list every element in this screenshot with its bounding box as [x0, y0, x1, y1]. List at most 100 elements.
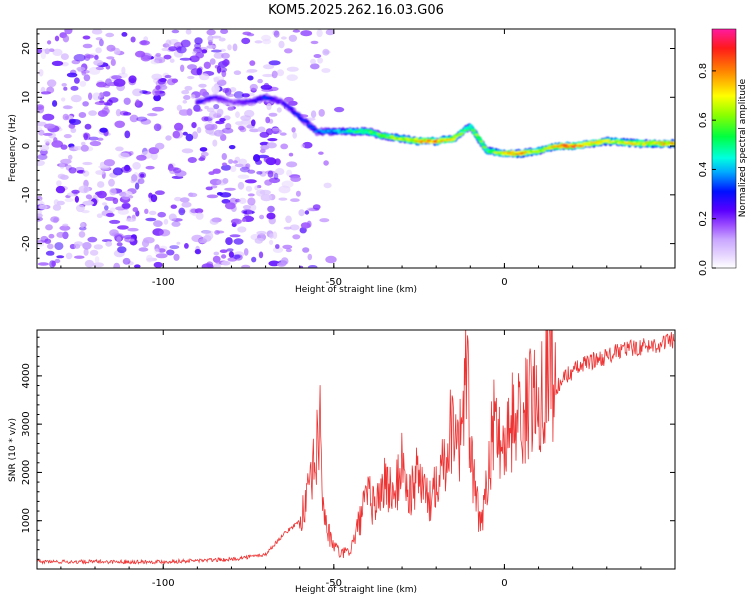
spectrogram-ridge-cell: [468, 127, 473, 129]
spectrogram-noise-cell: [190, 94, 196, 99]
spectrogram-noise-cell: [38, 204, 48, 210]
spectrogram-noise-cell: [300, 30, 313, 37]
spectrogram-noise-cell: [99, 127, 108, 133]
spectrogram-noise-cell: [37, 154, 48, 160]
spectrogram-noise-cell: [153, 220, 163, 228]
y-tick-label: 1000: [21, 508, 32, 533]
spectrogram-noise-cell: [222, 178, 229, 184]
spectrogram-noise-cell: [82, 170, 90, 177]
spectrogram-noise-cell: [158, 229, 171, 237]
spectrogram-noise-cell: [251, 256, 257, 263]
snr-x-ticks: -100 -50 0: [60, 330, 676, 589]
spectrogram-noise-cell: [105, 32, 115, 38]
spectrogram-noise-cell: [270, 128, 282, 134]
spectrogram-noise-cell: [117, 225, 129, 230]
spectrogram-noise-cell: [60, 158, 72, 165]
spectrogram-noise-cell: [199, 73, 210, 81]
spectrogram-noise-cell: [323, 160, 329, 166]
spectrogram-noise-cell: [180, 39, 191, 48]
spectrogram-noise-cell: [300, 222, 311, 229]
spectrogram-noise-cell: [122, 257, 131, 265]
spectrogram-noise-cell: [95, 47, 102, 54]
spectrogram-noise-cell: [194, 248, 202, 255]
spectrogram-noise-cell: [268, 112, 278, 117]
spectrogram-noise-cell: [136, 116, 148, 122]
spectrogram-noise-cell: [207, 35, 214, 43]
spectrogram-noise-cell: [76, 66, 86, 72]
spectrogram-noise-cell: [169, 245, 180, 250]
spectrogram-noise-cell: [206, 29, 216, 36]
spectrogram-noise-cell: [241, 37, 251, 45]
spectrogram-noise-cell: [241, 218, 247, 223]
spectrogram-noise-cell: [37, 104, 45, 110]
spectrogram-noise-cell: [47, 79, 57, 88]
spectrogram-ridge-cell: [364, 131, 370, 134]
spectrogram-noise-cell: [263, 64, 275, 70]
spectrogram-noise-cell: [172, 130, 181, 139]
spectrogram-noise-cell: [155, 253, 168, 259]
x-tick-label: -100: [152, 277, 175, 288]
spectrogram-noise-cell: [39, 144, 50, 151]
spectrogram-noise-cell: [179, 57, 192, 61]
spectrogram-noise-cell: [195, 52, 204, 59]
spectrogram-ridge-cell: [459, 133, 464, 136]
spectrogram-noise-cell: [238, 158, 247, 165]
spectrogram-noise-cell: [85, 54, 95, 59]
spectrogram-noise-cell: [44, 238, 52, 244]
spectrogram-noise-cell: [60, 144, 68, 150]
spectrogram-noise-cell: [225, 123, 232, 130]
spectrogram-ridge-cell: [282, 102, 287, 105]
spectrogram-noise-cell: [288, 34, 298, 42]
spectrogram-noise-cell: [272, 231, 278, 239]
spectrogram-ridge-cell: [558, 146, 563, 149]
spectrogram-noise-cell: [247, 169, 256, 174]
spectrogram-noise-cell: [310, 58, 316, 65]
spectrogram-ridge-cell: [256, 97, 261, 99]
spectrogram-ridge-cell: [586, 142, 592, 144]
spectrogram-ridge-cell: [583, 142, 588, 145]
spectrogram-ridge-cell: [294, 112, 299, 114]
spectrogram-noise-cell: [228, 145, 236, 150]
spectrogram-noise-cell: [245, 185, 253, 192]
spectrogram-noise-cell: [216, 179, 228, 186]
spectrogram-noise-cell: [219, 117, 226, 122]
spectrogram-noise-cell: [92, 92, 101, 101]
spectrogram-noise-cell: [164, 74, 172, 79]
spectrogram-noise-cell: [229, 234, 241, 238]
spectrogram-noise-cell: [207, 118, 213, 123]
spectrogram-noise-cell: [213, 251, 220, 256]
spectrogram-noise-cell: [105, 241, 113, 247]
spectrogram-noise-cell: [118, 152, 130, 159]
spectrogram-noise-cell: [312, 204, 321, 210]
spectrogram-noise-cell: [275, 168, 285, 176]
spectrogram-noise-cell: [307, 253, 313, 261]
spectrogram-noise-cell: [276, 262, 287, 267]
spectrogram-panel: -100 -50 0 20 10 0 -10 -20 Height of straight …: [8, 28, 676, 295]
spectrogram-noise-cell: [266, 103, 272, 111]
snr-series-line: [37, 330, 675, 565]
spectrogram-noise-cell: [260, 84, 273, 90]
spectrogram-noise-cell: [135, 50, 146, 58]
spectrogram-ridge-cell: [672, 141, 675, 143]
spectrogram-noise-cell: [137, 178, 145, 185]
spectrogram-noise-cell: [285, 215, 292, 224]
spectrogram-noise-cell: [251, 119, 256, 127]
spectrogram-noise-cell: [157, 248, 166, 253]
spectrogram-noise-cell: [291, 127, 296, 133]
spectrogram-noise-cell: [317, 57, 323, 64]
spectrogram-noise-cell: [92, 262, 104, 268]
spectrogram-noise-cell: [220, 29, 229, 34]
spectrogram-noise-cell: [201, 49, 208, 54]
spectrogram-noise-cell: [171, 221, 181, 227]
spectrogram-noise-cell: [246, 69, 258, 73]
spectrogram-noise-cell: [298, 209, 305, 217]
spectrogram-noise-cell: [40, 51, 47, 60]
spectrogram-noise-cell: [116, 242, 123, 247]
spectrogram-noise-cell: [165, 135, 172, 141]
spectrogram-noise-cell: [219, 67, 228, 73]
spectrogram-noise-cell: [205, 186, 213, 191]
spectrogram-noise-cell: [165, 39, 172, 48]
spectrogram-noise-cell: [260, 145, 270, 150]
spectrogram-noise-cell: [60, 53, 69, 60]
spectrogram-noise-cell: [37, 198, 43, 206]
